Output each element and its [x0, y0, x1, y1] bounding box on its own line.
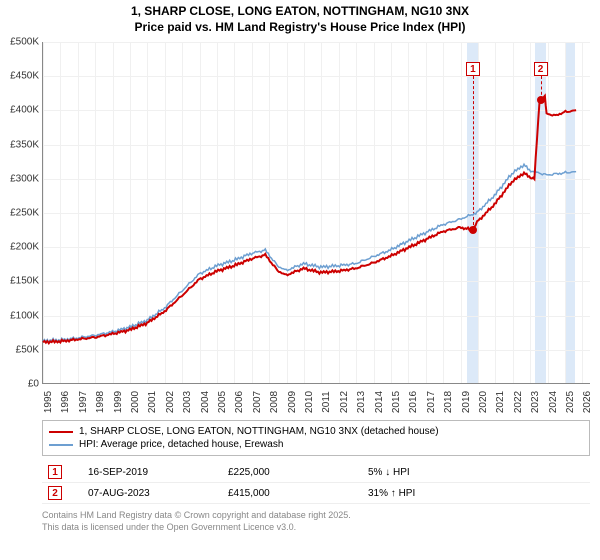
x-tick-label: 2006 — [234, 391, 245, 413]
x-tick-label: 2011 — [321, 391, 332, 413]
marker-table-row: 1 16-SEP-2019£225,0005% ↓ HPI — [42, 462, 590, 483]
x-tick-label: 2025 — [565, 391, 576, 413]
y-tick-label: £150K — [1, 276, 39, 287]
x-tick-label: 2019 — [461, 391, 472, 413]
chart-lines — [43, 42, 590, 383]
marker-price: £225,000 — [222, 462, 362, 483]
chart-title: 1, SHARP CLOSE, LONG EATON, NOTTINGHAM, … — [0, 0, 600, 37]
x-tick-label: 2017 — [426, 391, 437, 413]
y-tick-label: £400K — [1, 105, 39, 116]
y-tick-label: £500K — [1, 37, 39, 48]
marker-table-row: 2 07-AUG-2023£415,00031% ↑ HPI — [42, 483, 590, 504]
x-tick-label: 2020 — [478, 391, 489, 413]
marker-num-icon: 1 — [48, 465, 62, 479]
x-tick-label: 2023 — [530, 391, 541, 413]
x-tick-label: 1996 — [60, 391, 71, 413]
legend-swatch — [49, 444, 73, 446]
x-tick-label: 2018 — [443, 391, 454, 413]
marker-pct: 5% ↓ HPI — [362, 462, 590, 483]
title-line1: 1, SHARP CLOSE, LONG EATON, NOTTINGHAM, … — [0, 4, 600, 20]
x-tick-label: 2009 — [287, 391, 298, 413]
x-tick-label: 2008 — [269, 391, 280, 413]
x-tick-label: 2026 — [582, 391, 593, 413]
legend-swatch — [49, 431, 73, 433]
x-tick-label: 1998 — [95, 391, 106, 413]
series-line-hpi — [43, 164, 576, 342]
x-tick-label: 1997 — [78, 391, 89, 413]
x-tick-label: 2003 — [182, 391, 193, 413]
x-tick-label: 2004 — [200, 391, 211, 413]
marker-price: £415,000 — [222, 483, 362, 504]
y-tick-label: £100K — [1, 310, 39, 321]
x-tick-label: 2022 — [513, 391, 524, 413]
marker-date: 16-SEP-2019 — [82, 462, 222, 483]
legend-row: 1, SHARP CLOSE, LONG EATON, NOTTINGHAM, … — [49, 425, 583, 438]
title-line2: Price paid vs. HM Land Registry's House … — [0, 20, 600, 36]
x-tick-label: 2010 — [304, 391, 315, 413]
copyright-line2: This data is licensed under the Open Gov… — [42, 522, 590, 534]
copyright-line1: Contains HM Land Registry data © Crown c… — [42, 510, 590, 522]
x-tick-label: 2005 — [217, 391, 228, 413]
legend-label: HPI: Average price, detached house, Erew… — [79, 439, 283, 450]
marker-pct: 31% ↑ HPI — [362, 483, 590, 504]
series-line-property — [43, 96, 576, 344]
x-tick-label: 2012 — [339, 391, 350, 413]
x-tick-label: 2021 — [495, 391, 506, 413]
x-tick-label: 1999 — [113, 391, 124, 413]
marker-date: 07-AUG-2023 — [82, 483, 222, 504]
y-tick-label: £0 — [1, 379, 39, 390]
legend-label: 1, SHARP CLOSE, LONG EATON, NOTTINGHAM, … — [79, 426, 439, 437]
x-tick-label: 2002 — [165, 391, 176, 413]
x-tick-label: 2013 — [356, 391, 367, 413]
marker-num-icon: 2 — [48, 486, 62, 500]
y-tick-label: £450K — [1, 71, 39, 82]
x-tick-label: 2007 — [252, 391, 263, 413]
x-tick-label: 2014 — [374, 391, 385, 413]
y-tick-label: £250K — [1, 208, 39, 219]
x-tick-label: 2000 — [130, 391, 141, 413]
x-tick-label: 2015 — [391, 391, 402, 413]
y-tick-label: £300K — [1, 173, 39, 184]
y-tick-label: £200K — [1, 242, 39, 253]
chart-plot-area: £0£50K£100K£150K£200K£250K£300K£350K£400… — [42, 42, 590, 384]
x-tick-label: 2001 — [147, 391, 158, 413]
y-tick-label: £50K — [1, 344, 39, 355]
x-tick-label: 2016 — [408, 391, 419, 413]
y-tick-label: £350K — [1, 139, 39, 150]
x-tick-label: 2024 — [548, 391, 559, 413]
copyright: Contains HM Land Registry data © Crown c… — [42, 510, 590, 533]
legend-box: 1, SHARP CLOSE, LONG EATON, NOTTINGHAM, … — [42, 420, 590, 456]
legend-and-footer: 1, SHARP CLOSE, LONG EATON, NOTTINGHAM, … — [42, 420, 590, 533]
marker-table: 1 16-SEP-2019£225,0005% ↓ HPI 2 07-AUG-2023… — [42, 462, 590, 504]
x-tick-label: 1995 — [43, 391, 54, 413]
legend-row: HPI: Average price, detached house, Erew… — [49, 438, 583, 451]
